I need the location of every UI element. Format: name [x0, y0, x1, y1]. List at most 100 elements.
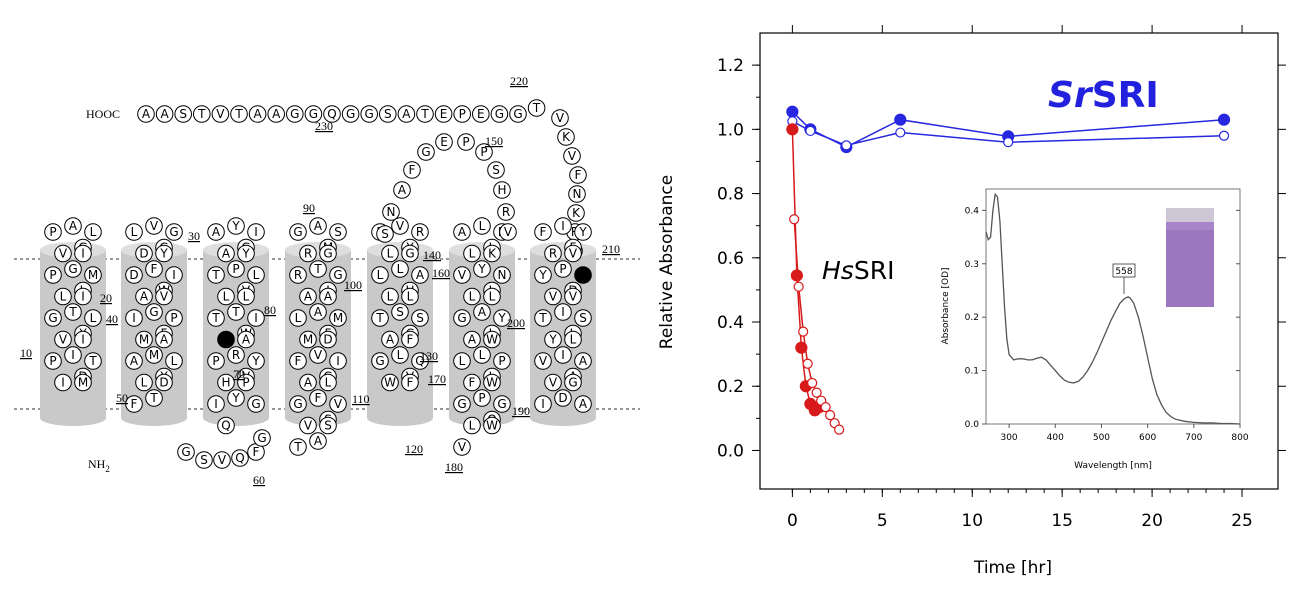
residue: A [207, 223, 225, 241]
residue-letter: S [416, 311, 424, 325]
residue-letter: M [149, 348, 159, 362]
residue-letter: A [212, 225, 221, 239]
residue: V [453, 266, 471, 284]
residue: A [248, 105, 267, 123]
residue-letter: L [570, 333, 577, 347]
residue-letter: P [498, 354, 505, 368]
residue: G [453, 395, 471, 413]
position-label: 70 [233, 367, 245, 381]
residue: G [564, 373, 582, 392]
residue: A [155, 105, 174, 123]
residue: A [135, 287, 153, 306]
position-label: 150 [485, 134, 503, 148]
residue-letter: N [498, 268, 507, 282]
residue-letter: A [160, 107, 169, 121]
residue: I [74, 244, 92, 263]
residue: T [227, 303, 245, 321]
position-label: 60 [253, 473, 265, 487]
residue: A [463, 330, 481, 349]
residue-letter: M [139, 333, 149, 347]
residue-letter: G [293, 397, 302, 411]
residue-letter: V [458, 440, 467, 454]
residue-letter: A [160, 333, 169, 347]
residue: V [299, 416, 317, 435]
residue: S [376, 225, 394, 243]
residue-letter: M [88, 268, 98, 282]
series-3 [789, 214, 845, 435]
residue-letter: F [575, 168, 582, 182]
residue-letter: I [254, 311, 258, 325]
residue: P [475, 143, 493, 161]
residue-letter: A [253, 107, 262, 121]
residue: G [247, 395, 265, 413]
residue: G [490, 105, 509, 123]
residue: A [393, 181, 411, 199]
residue: G [145, 303, 163, 321]
residue-letter: Y [231, 391, 240, 405]
residue-letter: T [293, 440, 302, 454]
residue: V [499, 223, 517, 241]
residue: F [463, 373, 481, 392]
residue: A [137, 105, 155, 123]
residue-letter: A [142, 107, 151, 121]
residue: W [483, 416, 501, 435]
residue-letter: D [139, 247, 148, 261]
residue-letter: L [407, 290, 414, 304]
residue: L [84, 309, 102, 327]
x-axis-label: Time [hr] [973, 558, 1052, 578]
residue-letter: T [420, 107, 429, 121]
residue-letter: T [375, 311, 384, 325]
residue: P [554, 260, 572, 278]
residue: Q [217, 416, 235, 435]
residue-letter: L [469, 290, 476, 304]
residue-letter: I [214, 397, 218, 411]
residue: Y [493, 309, 511, 327]
residue: I [207, 395, 225, 413]
residue-letter: G [169, 225, 178, 239]
residue-letter: V [458, 268, 467, 282]
residue-letter: A [416, 268, 425, 282]
residue: A [574, 395, 592, 413]
residue-letter: T [532, 101, 541, 115]
inset-y-tick-label: 0.3 [965, 260, 979, 270]
residue: G [453, 309, 471, 327]
residue: F [309, 389, 327, 407]
position-label: 80 [264, 303, 276, 317]
residue-letter: G [333, 268, 342, 282]
residue: L [289, 309, 307, 327]
residue-letter: A [398, 183, 407, 197]
residue-letter: V [334, 397, 343, 411]
y-tick-label: 0.6 [717, 249, 744, 269]
residue: L [237, 287, 255, 306]
position-label: 230 [315, 119, 333, 133]
residue: A [217, 244, 235, 263]
residue-letter: D [159, 376, 168, 390]
residue: G [304, 105, 323, 123]
residue-letter: V [150, 219, 159, 233]
residue-letter: F [253, 445, 260, 459]
data-point [894, 113, 907, 126]
residue: N [568, 185, 586, 203]
residue: V [155, 287, 173, 306]
residue: P [493, 352, 511, 370]
position-label: 190 [512, 404, 530, 418]
residue-letter: F [131, 397, 138, 411]
residue-letter: V [568, 149, 577, 163]
residue: G [44, 309, 62, 327]
residue-letter: L [243, 290, 250, 304]
residue: V [329, 395, 347, 413]
residue: G [289, 395, 307, 413]
residue: Y [544, 330, 562, 349]
residue: F [569, 166, 587, 184]
residue: Y [247, 352, 265, 370]
residue: F [401, 330, 419, 349]
inset-x-tick-label: 500 [1093, 433, 1110, 443]
residue: P [473, 389, 491, 407]
residue-letter: Y [159, 247, 168, 261]
residue-letter: M [333, 311, 343, 325]
residue: P [457, 133, 475, 151]
inset-y-tick-label: 0.4 [965, 206, 980, 216]
cuvette-meniscus [1166, 222, 1214, 230]
residue: L [381, 244, 399, 263]
residue: L [391, 260, 409, 278]
